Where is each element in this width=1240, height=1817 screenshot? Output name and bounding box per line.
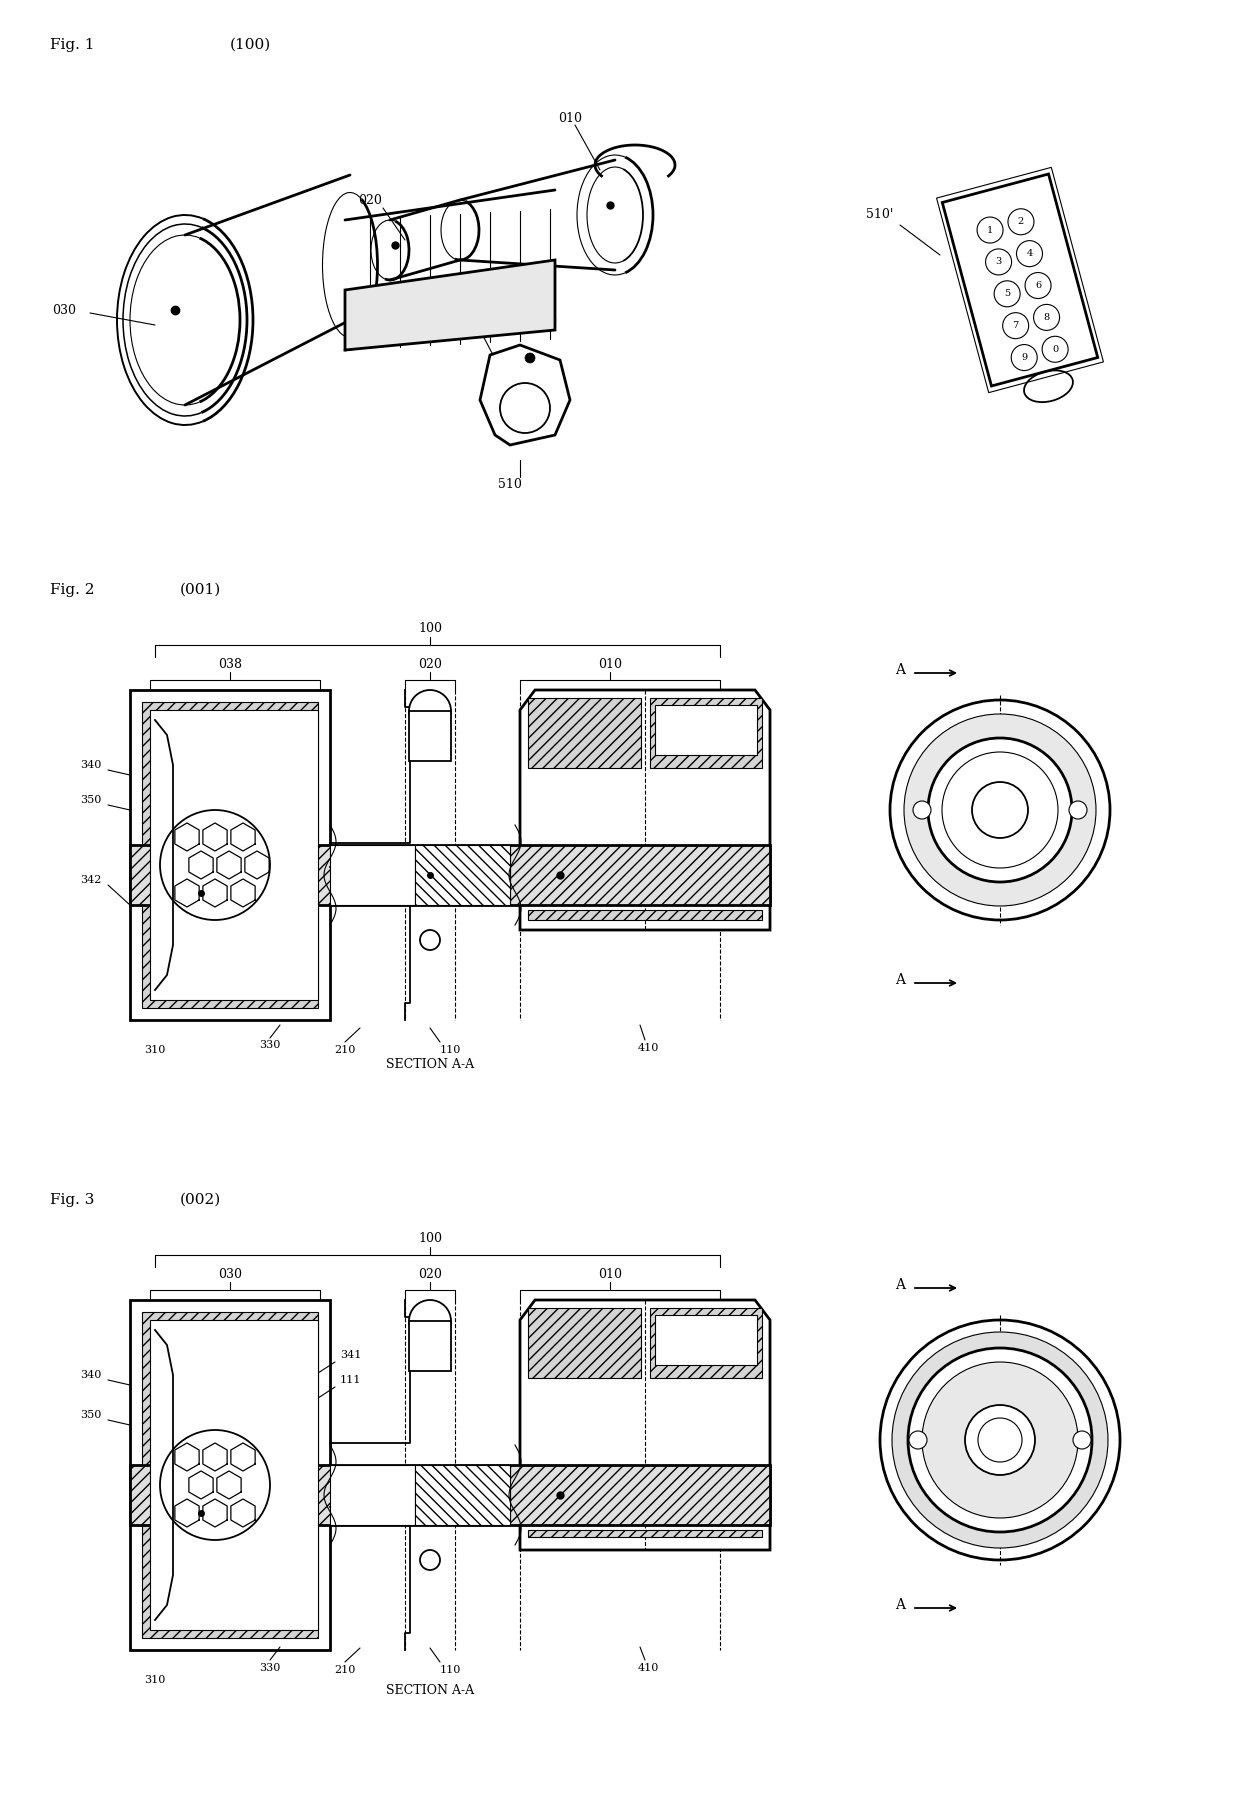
Text: 210: 210 (335, 1664, 356, 1675)
Text: 1: 1 (987, 225, 993, 234)
Bar (528, 1530, 763, 1537)
Polygon shape (520, 690, 770, 930)
Circle shape (1073, 1432, 1091, 1448)
Bar (409, 710, 451, 761)
Bar (528, 910, 763, 919)
Text: Fig. 2: Fig. 2 (50, 583, 94, 598)
Text: A: A (895, 972, 905, 987)
Text: Fig. 3: Fig. 3 (50, 1194, 94, 1206)
Bar (455, 845, 510, 905)
Bar (650, 1308, 763, 1377)
Text: 020: 020 (418, 658, 441, 672)
Text: 310: 310 (144, 1045, 166, 1056)
Text: 310: 310 (144, 1675, 166, 1684)
Bar (150, 1319, 317, 1630)
Circle shape (942, 752, 1058, 869)
Circle shape (972, 781, 1028, 838)
Circle shape (160, 1430, 270, 1541)
Text: 020: 020 (418, 1268, 441, 1281)
Bar (409, 1321, 451, 1372)
Text: 8: 8 (1044, 313, 1049, 322)
Text: (001): (001) (180, 583, 221, 598)
Circle shape (928, 738, 1073, 881)
Bar (150, 710, 317, 999)
Text: 030: 030 (218, 1268, 242, 1281)
Bar (143, 1312, 317, 1637)
Bar (455, 1465, 510, 1524)
Text: 110: 110 (439, 1045, 461, 1056)
Text: 210: 210 (335, 1045, 356, 1056)
Text: 110: 110 (439, 1664, 461, 1675)
Circle shape (913, 801, 931, 819)
Text: 2: 2 (1018, 218, 1024, 227)
Text: (002): (002) (180, 1194, 221, 1206)
Text: A: A (895, 1277, 905, 1292)
Text: 330: 330 (259, 1039, 280, 1050)
Text: 510': 510' (867, 209, 894, 222)
Bar (415, 1465, 510, 1524)
Circle shape (409, 1299, 451, 1343)
Circle shape (892, 1332, 1109, 1548)
Text: A: A (895, 1597, 905, 1612)
Bar (415, 845, 510, 905)
Text: 030: 030 (52, 303, 76, 316)
Text: 020: 020 (358, 193, 382, 207)
Text: 6: 6 (1035, 282, 1042, 291)
Text: 5: 5 (1004, 289, 1011, 298)
Circle shape (409, 690, 451, 732)
Text: 0: 0 (1052, 345, 1058, 354)
Text: 341: 341 (340, 1350, 361, 1359)
Circle shape (965, 1405, 1035, 1475)
Text: 340: 340 (81, 760, 102, 770)
Text: 510: 510 (498, 478, 522, 492)
Text: 410: 410 (637, 1043, 658, 1054)
Text: 9: 9 (1022, 352, 1027, 362)
Circle shape (890, 700, 1110, 919)
Bar (130, 845, 770, 905)
Circle shape (908, 1348, 1092, 1532)
Circle shape (904, 714, 1096, 907)
Text: A: A (895, 663, 905, 678)
Text: 350: 350 (81, 796, 102, 805)
Bar (655, 1316, 756, 1365)
Text: 340: 340 (81, 1370, 102, 1379)
Text: 4: 4 (1027, 249, 1033, 258)
Bar (130, 690, 330, 1019)
Text: 410: 410 (637, 1663, 658, 1673)
Bar (330, 1465, 415, 1524)
Text: 342: 342 (81, 876, 102, 885)
Bar (655, 705, 756, 756)
Text: 010: 010 (598, 1268, 622, 1281)
Text: 100: 100 (418, 1232, 441, 1245)
Polygon shape (520, 1299, 770, 1550)
Text: SECTION A-A: SECTION A-A (386, 1684, 474, 1697)
Text: Fig. 1: Fig. 1 (50, 38, 94, 53)
Circle shape (160, 810, 270, 919)
Text: (100): (100) (229, 38, 272, 53)
Bar (528, 698, 641, 769)
Circle shape (525, 352, 534, 363)
Text: 3: 3 (996, 258, 1002, 267)
Text: 038: 038 (218, 658, 242, 672)
Text: 010: 010 (598, 658, 622, 672)
Circle shape (1069, 801, 1087, 819)
Text: 330: 330 (259, 1663, 280, 1673)
Text: 7: 7 (1013, 322, 1019, 331)
Text: 111: 111 (340, 1375, 361, 1385)
Text: SECTION A-A: SECTION A-A (386, 1059, 474, 1072)
Text: 010: 010 (558, 111, 582, 125)
Bar (650, 698, 763, 769)
Text: 100: 100 (418, 621, 441, 634)
Bar (330, 845, 415, 905)
Circle shape (909, 1432, 928, 1448)
Circle shape (880, 1319, 1120, 1561)
Bar (528, 1308, 641, 1377)
Text: 350: 350 (81, 1410, 102, 1421)
Circle shape (978, 1417, 1022, 1463)
Bar (130, 1299, 330, 1650)
Circle shape (923, 1363, 1078, 1517)
Polygon shape (345, 260, 556, 351)
Bar (143, 701, 317, 1008)
Bar (130, 1465, 770, 1524)
